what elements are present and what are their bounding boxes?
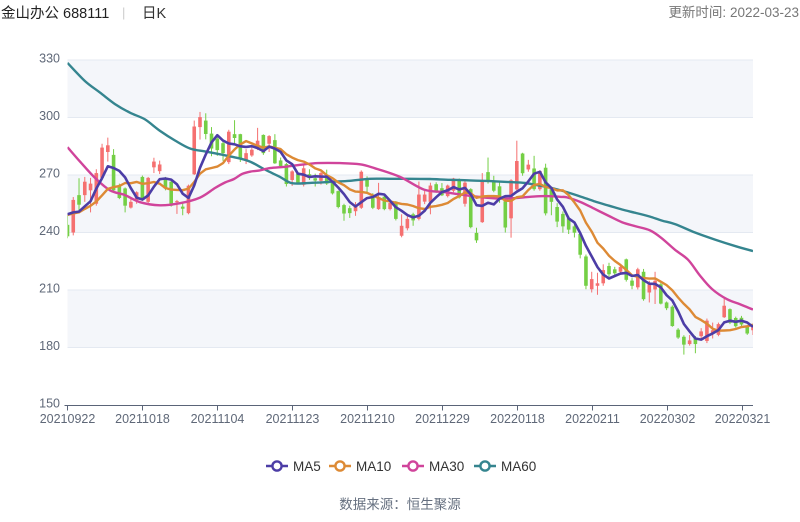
svg-text:210: 210: [39, 282, 60, 296]
svg-text:金山办公 688111: 金山办公 688111: [1, 5, 109, 22]
svg-text:20211018: 20211018: [115, 412, 170, 426]
svg-text:20220211: 20220211: [565, 412, 620, 426]
svg-text:330: 330: [39, 52, 60, 66]
svg-text:150: 150: [39, 397, 60, 411]
svg-text:20220118: 20220118: [490, 412, 545, 426]
svg-text:300: 300: [39, 109, 60, 123]
svg-text:240: 240: [39, 224, 60, 238]
svg-text:20211123: 20211123: [266, 412, 320, 426]
svg-text:20211210: 20211210: [340, 412, 395, 426]
svg-text:180: 180: [39, 339, 60, 353]
svg-text:MA30: MA30: [429, 459, 464, 474]
svg-text:MA5: MA5: [293, 459, 321, 474]
svg-text:20211104: 20211104: [191, 412, 245, 426]
svg-text:MA10: MA10: [356, 459, 391, 474]
svg-text:20220321: 20220321: [715, 412, 771, 426]
svg-text:20220302: 20220302: [640, 412, 696, 426]
svg-text:20211229: 20211229: [415, 412, 470, 426]
svg-text:数据来源：恒生聚源: 数据来源：恒生聚源: [339, 497, 461, 512]
svg-text:20210922: 20210922: [40, 412, 96, 426]
svg-text:MA60: MA60: [501, 459, 536, 474]
svg-text:270: 270: [39, 167, 60, 181]
svg-text:更新时间: 2022-03-23: 更新时间: 2022-03-23: [668, 5, 799, 20]
svg-text:日K: 日K: [142, 6, 166, 22]
svg-text:|: |: [122, 5, 125, 20]
